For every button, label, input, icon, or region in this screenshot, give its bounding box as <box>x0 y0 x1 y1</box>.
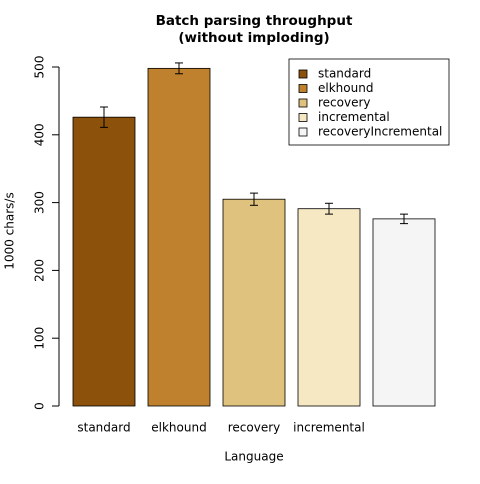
x-tick-label: recovery <box>228 421 281 435</box>
y-tick-label: 0 <box>33 402 47 410</box>
legend-label: incremental <box>318 110 390 124</box>
bar <box>147 67 211 407</box>
x-tick-label: standard <box>77 421 130 435</box>
legend-swatch <box>298 69 308 79</box>
bar <box>297 208 361 407</box>
legend-label: elkhound <box>318 81 373 95</box>
legend-label: standard <box>318 67 371 81</box>
y-tick-label: 100 <box>33 327 47 350</box>
legend-swatch <box>298 98 308 108</box>
legend-box <box>288 58 450 146</box>
bar <box>72 116 136 407</box>
error-bar <box>400 213 408 225</box>
y-tick-label: 400 <box>33 123 47 146</box>
y-tick-label: 200 <box>33 259 47 282</box>
error-bar <box>175 62 183 75</box>
error-bar <box>325 202 333 215</box>
x-axis-label: Language <box>224 450 283 464</box>
legend-label: recoveryIncremental <box>318 125 442 139</box>
x-tick-label: elkhound <box>151 421 206 435</box>
legend-swatch <box>298 127 308 137</box>
x-tick-label: incremental <box>293 421 365 435</box>
legend-label: recovery <box>318 96 371 110</box>
y-tick-label: 500 <box>33 56 47 79</box>
legend-swatch <box>298 113 308 122</box>
bar <box>372 218 436 407</box>
bar <box>222 198 286 407</box>
chart-title: Batch parsing throughput <box>156 13 353 29</box>
y-axis-label: 1000 chars/s <box>3 192 17 269</box>
legend-swatch <box>298 84 308 93</box>
chart-subtitle: (without imploding) <box>178 30 329 46</box>
error-bar <box>250 192 258 206</box>
y-tick-label: 300 <box>33 191 47 214</box>
error-bar <box>100 106 108 128</box>
